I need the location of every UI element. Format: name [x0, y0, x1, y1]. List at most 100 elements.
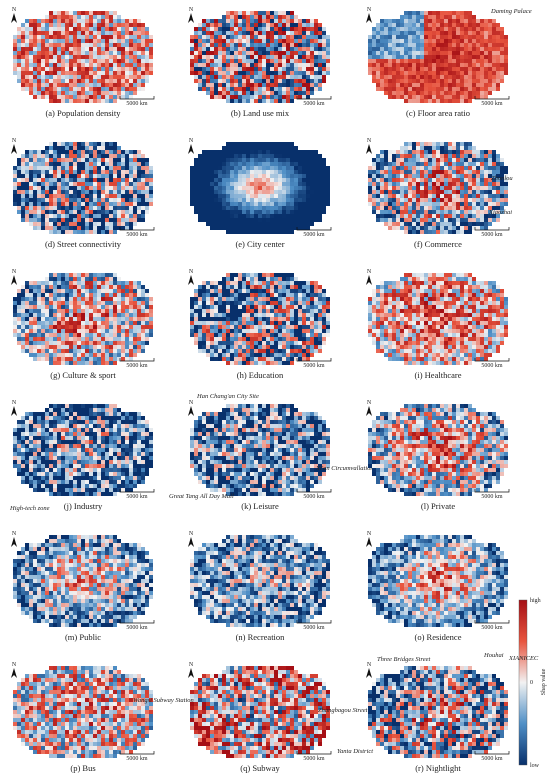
map-cell: [488, 210, 492, 214]
map-cell: [17, 75, 21, 79]
map-cell: [21, 170, 25, 174]
map-cell: [49, 166, 53, 170]
map-cell: [37, 214, 41, 218]
map-cell: [97, 150, 101, 154]
map-cell: [61, 218, 65, 222]
map-cell: [49, 198, 53, 202]
map-cell: [77, 353, 81, 357]
map-cell: [45, 91, 49, 95]
map-cell: [29, 67, 33, 71]
map-cell: [468, 27, 472, 31]
map-cell: [420, 222, 424, 226]
map-cell: [137, 35, 141, 39]
map-cell: [302, 51, 306, 55]
map-cell: [121, 293, 125, 297]
map-cell: [254, 158, 258, 162]
map-cell: [400, 39, 404, 43]
map-cell: [29, 75, 33, 79]
map-cell: [81, 43, 85, 47]
map-cell: [109, 39, 113, 43]
map-cell: [274, 63, 278, 67]
map-cell: [266, 27, 270, 31]
map-cell: [246, 55, 250, 59]
map-cell: [322, 63, 326, 67]
map-cell: [45, 150, 49, 154]
map-cell: [476, 35, 480, 39]
map-cell: [61, 178, 65, 182]
map-cell: [310, 55, 314, 59]
map-cell: [238, 186, 242, 190]
map-cell: [141, 63, 145, 67]
map-cell: [234, 43, 238, 47]
map-cell: [21, 214, 25, 218]
map-cell: [49, 162, 53, 166]
map-cell: [109, 35, 113, 39]
map-cell: [380, 190, 384, 194]
map-cell: [137, 79, 141, 83]
map-cell: [109, 146, 113, 150]
map-cell: [384, 27, 388, 31]
map-cell: [408, 39, 412, 43]
map-cell: [190, 67, 194, 71]
map-cell: [101, 285, 105, 289]
map-cell: [318, 59, 322, 63]
map-cell: [448, 55, 452, 59]
map-cell: [302, 23, 306, 27]
map-cell: [214, 75, 218, 79]
map-cell: [444, 71, 448, 75]
map-cell: [388, 39, 392, 43]
map-cell: [298, 35, 302, 39]
map-cell: [17, 317, 21, 321]
map-cell: [436, 47, 440, 51]
map-cell: [432, 154, 436, 158]
map-cell: [226, 51, 230, 55]
map-cell: [65, 313, 69, 317]
map-cell: [37, 305, 41, 309]
map-cell: [113, 309, 117, 313]
map-cell: [460, 218, 464, 222]
map-cell: [492, 166, 496, 170]
map-cell: [270, 35, 274, 39]
map-cell: [109, 345, 113, 349]
map-cell: [218, 23, 222, 27]
map-cell: [254, 79, 258, 83]
map-cell: [246, 95, 250, 99]
map-cell: [145, 190, 149, 194]
map-cell: [314, 154, 318, 158]
map-cell: [101, 226, 105, 230]
map-cell: [49, 361, 53, 365]
map-cell: [306, 79, 310, 83]
map-cell: [392, 154, 396, 158]
map-cell: [412, 59, 416, 63]
map-cell: [206, 170, 210, 174]
map-cell: [93, 11, 97, 15]
map-cell: [484, 91, 488, 95]
map-cell: [125, 23, 129, 27]
map-cell: [484, 210, 488, 214]
map-cell: [246, 19, 250, 23]
map-cell: [384, 47, 388, 51]
map-cell: [226, 39, 230, 43]
map-cell: [408, 226, 412, 230]
map-cell: [218, 206, 222, 210]
map-cell: [57, 281, 61, 285]
map-cell: [384, 178, 388, 182]
map-cell: [33, 214, 37, 218]
map-cell: [484, 154, 488, 158]
map-cell: [234, 35, 238, 39]
map-cell: [57, 67, 61, 71]
map-cell: [258, 174, 262, 178]
map-cell: [278, 178, 282, 182]
map-cell: [254, 150, 258, 154]
map-cell: [380, 79, 384, 83]
map-cell: [25, 293, 29, 297]
map-cell: [278, 194, 282, 198]
map-cell: [234, 226, 238, 230]
map-cell: [420, 186, 424, 190]
map-cell: [262, 43, 266, 47]
map-cell: [117, 190, 121, 194]
map-cell: [77, 293, 81, 297]
map-cell: [250, 79, 254, 83]
map-cell: [326, 198, 330, 202]
map-cell: [41, 317, 45, 321]
